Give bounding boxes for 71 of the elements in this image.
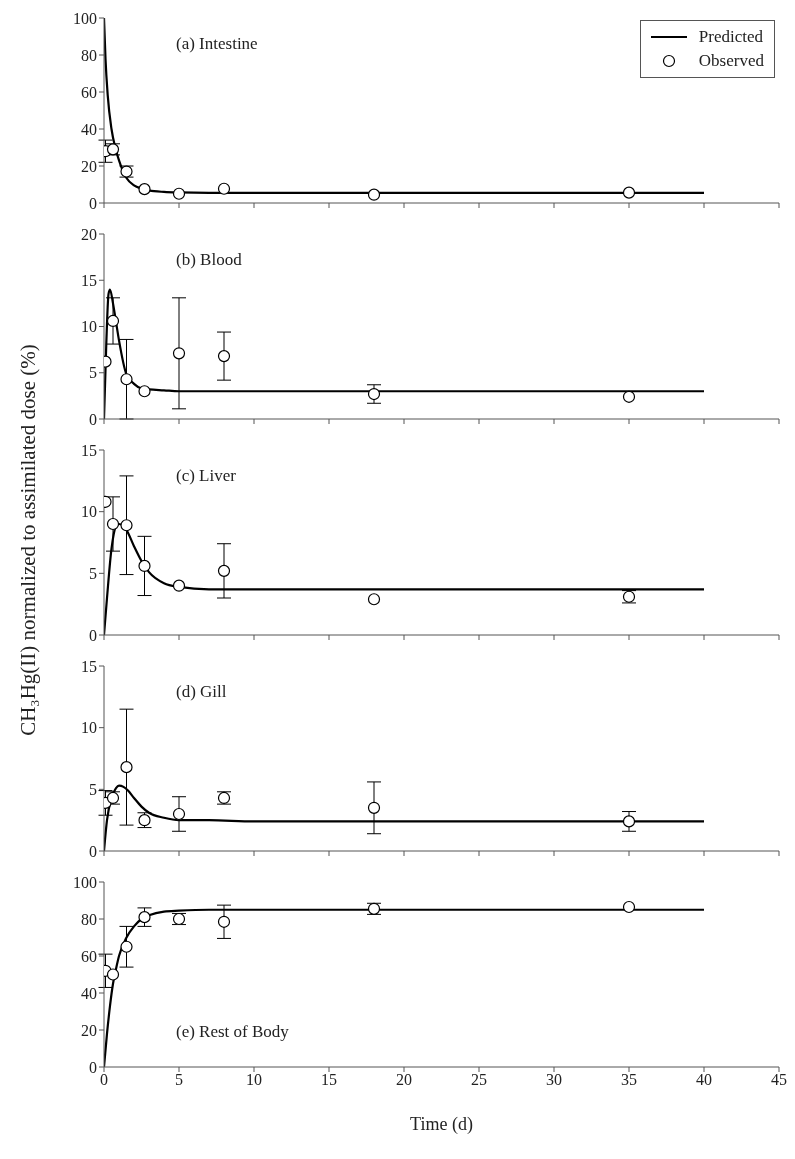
y-tick-label: 60	[81, 947, 97, 965]
text: (c) Liver	[176, 466, 236, 486]
point	[367, 801, 381, 814]
point	[106, 314, 120, 328]
x-tick-label: 20	[396, 1071, 412, 1089]
point	[172, 807, 186, 821]
y-tick-label: 100	[73, 873, 97, 891]
y-tick-label: 5	[89, 781, 97, 799]
y-tick-label: 20	[81, 225, 97, 243]
y-tick-label: 5	[89, 364, 97, 382]
point	[217, 350, 231, 363]
point	[120, 519, 133, 532]
point	[622, 900, 636, 914]
point	[138, 385, 151, 398]
text: (a) Intestine	[176, 34, 258, 54]
y-tick-label: 5	[89, 565, 97, 583]
y-tick-label: 0	[89, 1058, 97, 1076]
x-tick-label: 30	[546, 1071, 562, 1089]
point	[622, 815, 636, 828]
point	[138, 911, 151, 924]
x-tick-label: 25	[471, 1071, 487, 1089]
y-tick-label: 0	[89, 626, 97, 644]
x-tick-label: 45	[771, 1071, 787, 1089]
point	[367, 188, 381, 201]
y-tick-label: 0	[89, 410, 97, 428]
x-tick-label: 15	[321, 1071, 337, 1089]
point	[138, 183, 151, 196]
y-tick-label: 0	[89, 194, 97, 212]
point	[120, 940, 133, 953]
point	[622, 186, 636, 199]
text: (d) Gill	[176, 682, 227, 702]
point	[120, 373, 133, 386]
y-axis-title: CH₃Hg(II) normalized to assimilated dose (%)	[15, 344, 41, 736]
y-tick-label: 15	[81, 271, 97, 289]
text: (e) Rest of Body	[176, 1022, 289, 1042]
y-tick-label: 40	[81, 120, 97, 138]
point	[106, 517, 120, 531]
x-tick-label: 40	[696, 1071, 712, 1089]
y-tick-label: 20	[81, 1021, 97, 1039]
y-tick-label: 40	[81, 984, 97, 1002]
y-tick-label: 20	[81, 157, 97, 175]
point	[172, 347, 186, 360]
y-tick-label: 0	[89, 842, 97, 860]
x-tick-label: 5	[175, 1071, 183, 1089]
point	[106, 143, 120, 156]
y-tick-label: 10	[81, 318, 97, 336]
y-tick-label: 60	[81, 83, 97, 101]
point	[217, 915, 231, 928]
point	[622, 390, 636, 403]
point	[172, 187, 186, 200]
y-tick-label: 80	[81, 910, 97, 928]
point	[138, 559, 151, 573]
x-tick-label: 0	[100, 1071, 108, 1089]
legend-label: Observed	[698, 50, 764, 72]
x-axis-title: Time (d)	[410, 1114, 473, 1135]
y-tick-label: 15	[81, 657, 97, 675]
x-tick-label: 10	[246, 1071, 262, 1089]
y-tick-label: 10	[81, 503, 97, 521]
point	[217, 182, 231, 195]
legend-label: Predicted	[698, 26, 764, 48]
y-tick-label: 10	[81, 719, 97, 737]
x-tick-label: 35	[621, 1071, 637, 1089]
text: (b) Blood	[176, 250, 242, 270]
y-tick-label: 80	[81, 46, 97, 64]
point	[217, 564, 231, 577]
point	[172, 579, 186, 592]
point	[120, 761, 133, 774]
y-tick-label: 100	[73, 9, 97, 27]
y-tick-label: 15	[81, 441, 97, 459]
point	[367, 593, 381, 606]
point	[106, 968, 120, 981]
